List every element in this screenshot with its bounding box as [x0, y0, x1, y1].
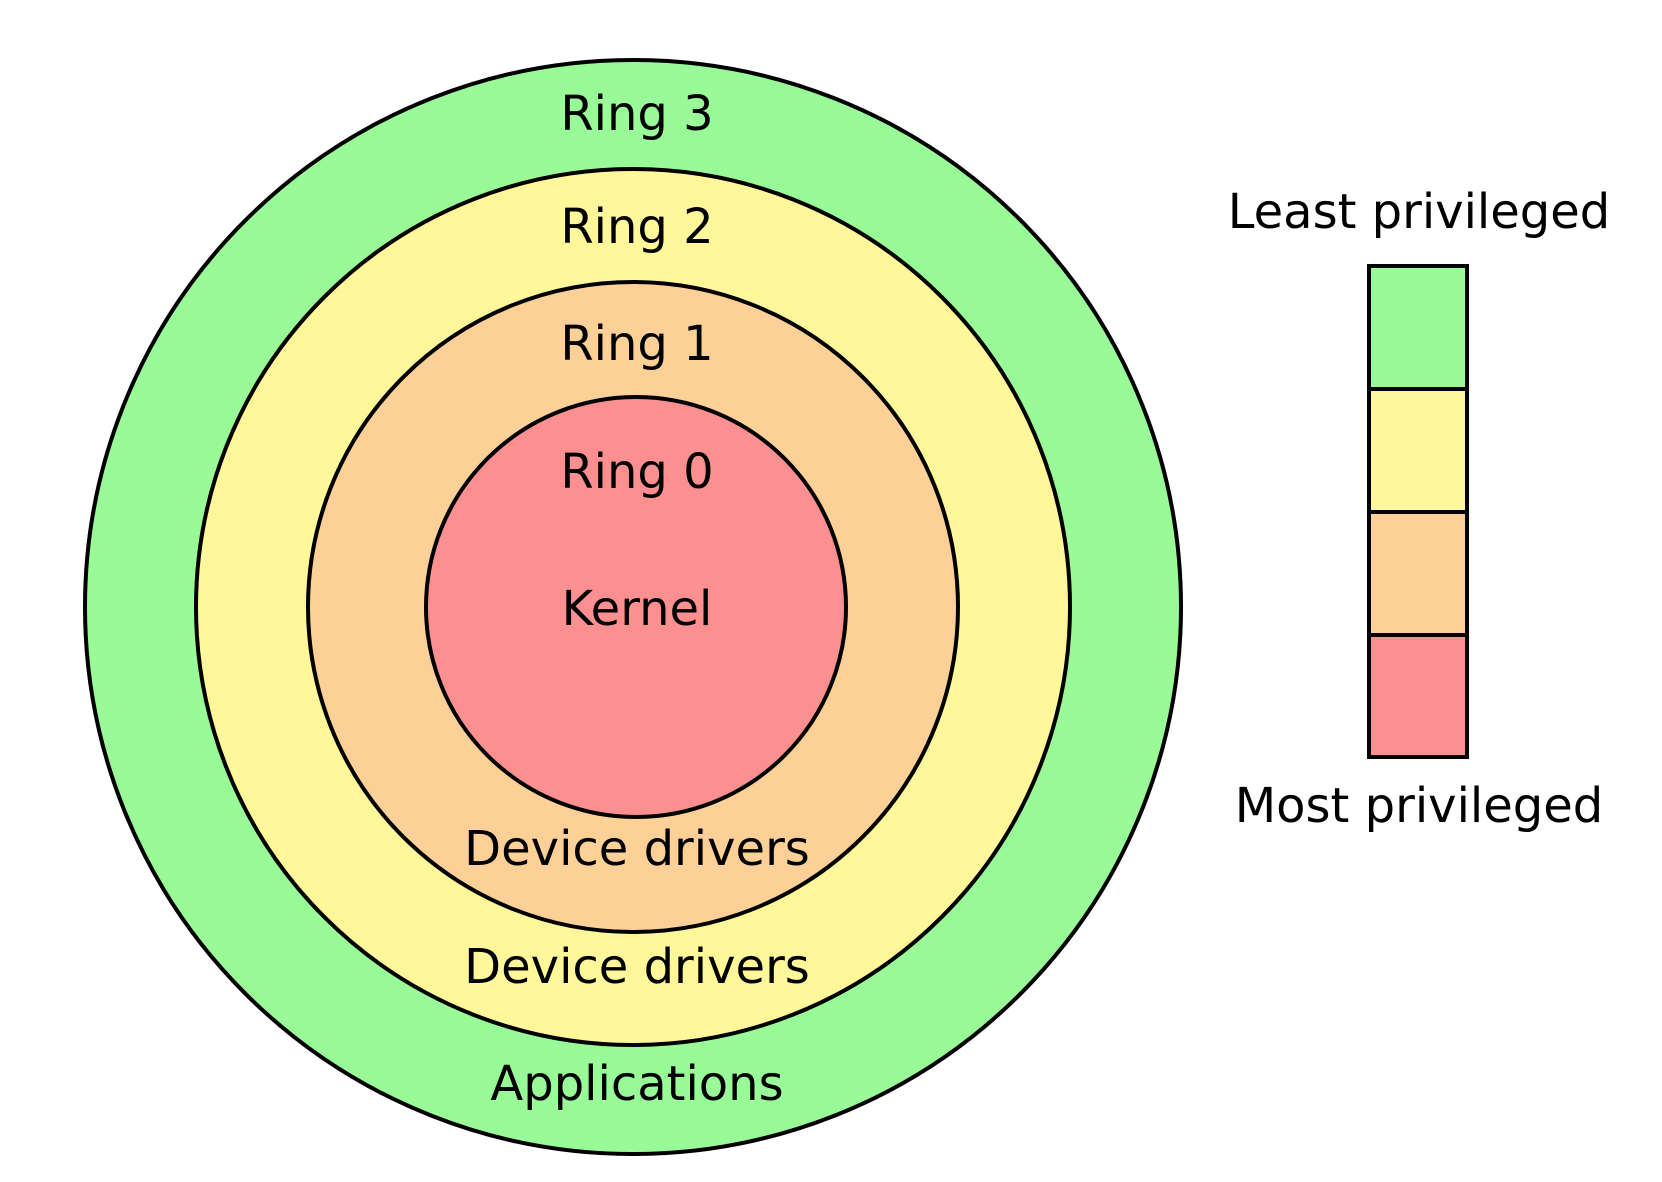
legend-cell-ring-2	[1367, 387, 1469, 514]
ring-0-label: Ring 0	[560, 444, 713, 500]
ring-1-label: Ring 1	[560, 316, 713, 372]
legend-cell-ring-3	[1367, 264, 1469, 391]
ring-2-role-label: Device drivers	[464, 939, 810, 995]
ring-3-label: Ring 3	[560, 86, 713, 142]
legend-cell-ring-1	[1367, 510, 1469, 637]
ring-name-labels: Ring 3 Ring 2 Ring 1 Ring 0	[560, 86, 713, 500]
applications-label: Applications	[490, 1056, 783, 1112]
rings-group	[83, 58, 1183, 1156]
legend-most-privileged-label: Most privileged	[1235, 778, 1603, 834]
legend-cell-ring-0	[1367, 633, 1469, 759]
legend-least-privileged-label: Least privileged	[1228, 184, 1611, 240]
ring-0-shape	[424, 395, 848, 819]
privilege-legend: Least privileged Most privileged	[1228, 184, 1611, 834]
ring-role-labels: Kernel Device drivers Device drivers App…	[464, 581, 810, 1112]
ring-2-label: Ring 2	[560, 199, 713, 255]
ring-1-role-label: Device drivers	[464, 821, 810, 877]
kernel-label: Kernel	[562, 581, 713, 637]
